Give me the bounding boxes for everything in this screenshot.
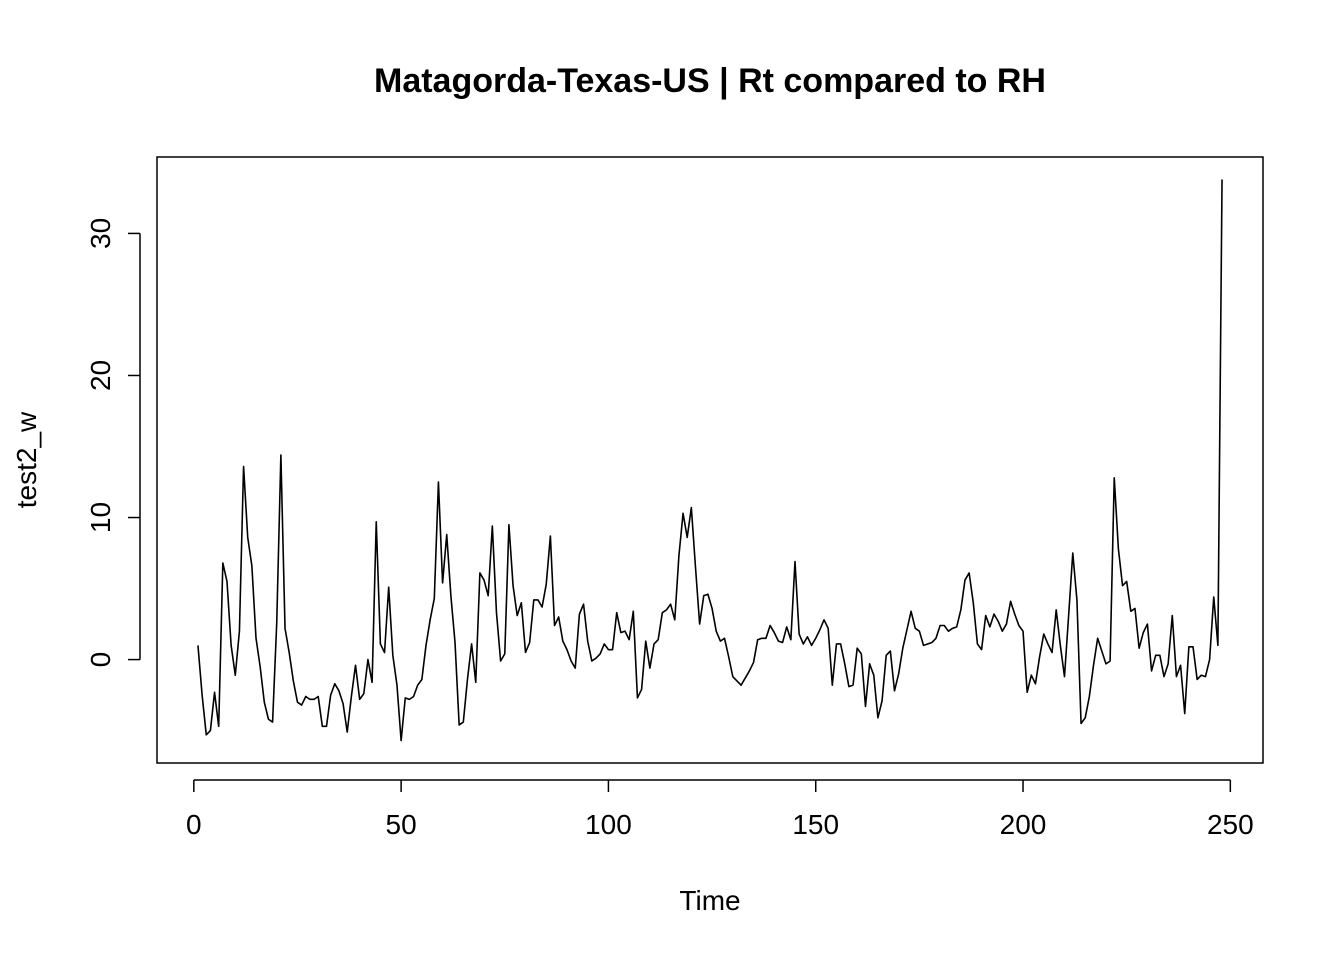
y-tick-label: 10 [85, 502, 116, 533]
x-tick-label: 200 [1000, 809, 1047, 840]
x-tick-label: 0 [186, 809, 202, 840]
x-tick-label: 100 [585, 809, 632, 840]
y-axis-label: test2_w [11, 411, 42, 508]
plot-frame [156, 156, 1264, 764]
x-tick-label: 50 [386, 809, 417, 840]
y-tick-label: 0 [85, 652, 116, 668]
x-tick-label: 250 [1207, 809, 1254, 840]
x-tick-label: 150 [792, 809, 839, 840]
y-tick-label: 30 [85, 218, 116, 249]
chart-title: Matagorda-Texas-US | Rt compared to RH [374, 62, 1046, 100]
y-tick-label: 20 [85, 360, 116, 391]
data-line [197, 179, 1223, 742]
x-axis-label: Time [679, 885, 740, 916]
